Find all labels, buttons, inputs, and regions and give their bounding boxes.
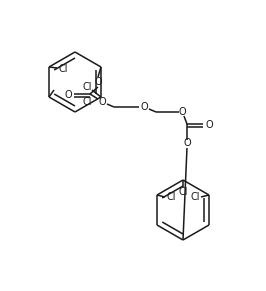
Text: O: O (98, 97, 106, 107)
Text: O: O (205, 120, 213, 130)
Text: O: O (183, 138, 191, 148)
Text: Cl: Cl (82, 97, 92, 107)
Text: Cl: Cl (58, 64, 68, 74)
Text: Cl: Cl (82, 82, 92, 92)
Text: O: O (140, 102, 148, 112)
Text: O: O (94, 77, 102, 87)
Text: O: O (178, 107, 186, 117)
Text: O: O (64, 91, 72, 100)
Text: Cl: Cl (190, 192, 200, 202)
Text: Cl: Cl (166, 192, 176, 202)
Text: Cl: Cl (178, 187, 188, 197)
